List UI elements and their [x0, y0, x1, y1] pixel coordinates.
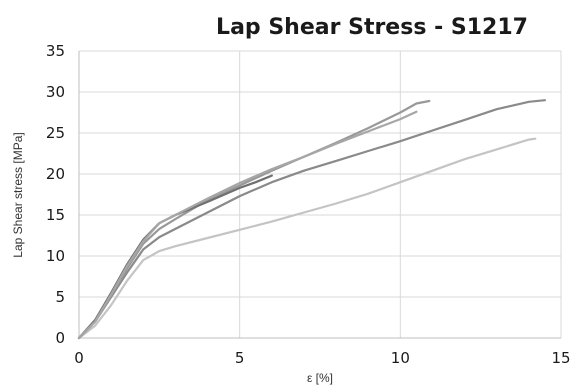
- series-line-1: [77, 137, 537, 340]
- axes: [78, 51, 561, 339]
- x-axis-label: ε [%]: [307, 371, 333, 385]
- grid: [78, 50, 562, 339]
- series-line-4: [77, 174, 273, 340]
- tick-labels: 0 5 10 15 20 25 30 35 0 5 10 15: [46, 42, 571, 367]
- series-lines: [77, 99, 546, 340]
- y-tick-label: 25: [46, 124, 65, 142]
- x-tick-label: 15: [551, 349, 570, 367]
- chart-title: Lap Shear Stress - S1217: [216, 15, 528, 40]
- y-tick-label: 15: [46, 206, 65, 224]
- x-tick-label: 5: [235, 349, 245, 367]
- y-tick-label: 5: [55, 288, 65, 306]
- x-tick-label: 10: [391, 349, 410, 367]
- y-tick-label: 35: [46, 42, 65, 60]
- y-tick-label: 20: [46, 165, 65, 183]
- series-line-3: [77, 99, 431, 340]
- series-line-2: [77, 99, 546, 340]
- series-line-5: [77, 110, 418, 340]
- y-axis-label: Lap Shear stress [MPa]: [11, 132, 25, 257]
- x-tick-label: 0: [74, 349, 84, 367]
- y-tick-label: 0: [55, 329, 65, 347]
- y-tick-label: 10: [46, 247, 65, 265]
- y-tick-label: 30: [46, 83, 65, 101]
